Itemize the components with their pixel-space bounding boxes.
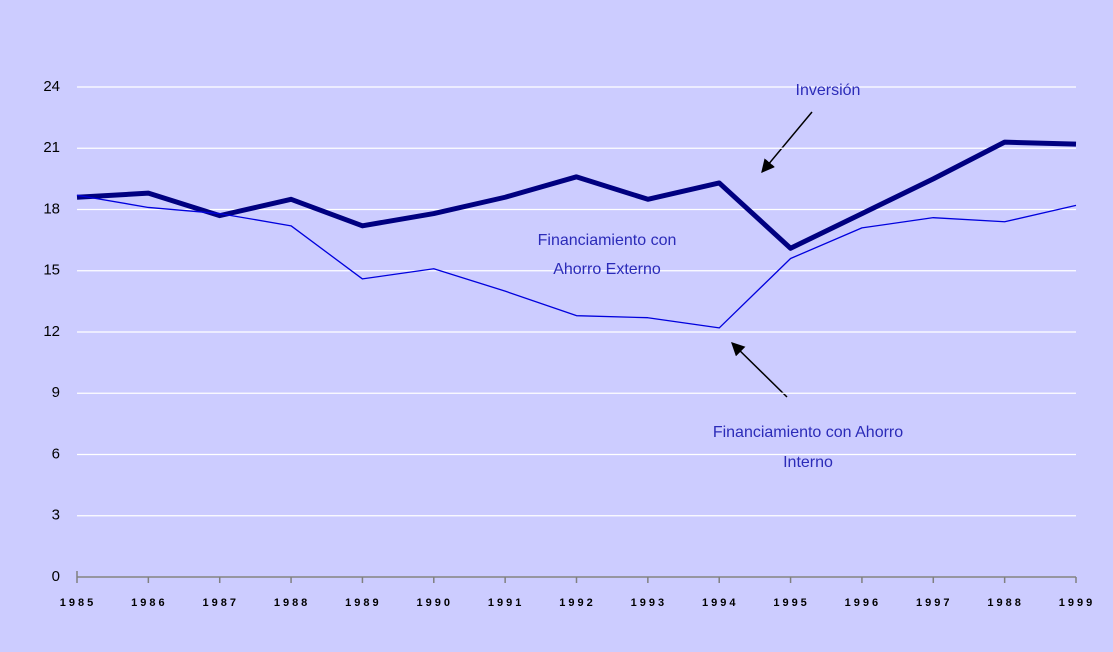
x-tick-label: 1987 (202, 597, 238, 609)
series-label: Interno (783, 454, 833, 471)
x-tick-label: 1995 (773, 597, 809, 609)
series-line (76, 139, 1077, 251)
y-tick-label: 6 (52, 445, 60, 462)
x-tick-label: 1989 (345, 597, 381, 609)
x-tick-label: 1996 (845, 597, 881, 609)
x-tick-label: 1997 (916, 597, 952, 609)
arrow (731, 342, 788, 398)
x-tick-label: 1990 (417, 597, 453, 609)
y-tick-label: 15 (43, 262, 60, 279)
y-tick-label: 9 (52, 384, 60, 401)
x-tick-label: 1986 (131, 597, 167, 609)
y-tick-label: 3 (52, 507, 60, 524)
series-label: Financiamiento con Ahorro (713, 424, 903, 441)
x-tick-label: 1993 (631, 597, 667, 609)
annotation: Financiamiento con (538, 232, 677, 249)
x-tick-label: 1988 (274, 597, 310, 609)
series-line (76, 194, 1077, 329)
x-tick-label: 1994 (702, 597, 738, 609)
y-tick-label: 24 (43, 78, 60, 95)
x-tick-label: 1991 (488, 597, 524, 609)
series-label: Inversión (796, 82, 861, 99)
x-tick-label: 1999 (1059, 597, 1095, 609)
x-tick-label: 1985 (60, 597, 96, 609)
y-tick-label: 0 (52, 568, 60, 585)
y-tick-label: 21 (43, 139, 60, 156)
y-tick-label: 12 (43, 323, 60, 340)
arrow (761, 111, 813, 174)
annotation: Ahorro Externo (553, 261, 661, 278)
x-tick-label: 1988 (987, 597, 1023, 609)
y-tick-label: 18 (43, 200, 60, 217)
x-tick-label: 1992 (559, 597, 595, 609)
